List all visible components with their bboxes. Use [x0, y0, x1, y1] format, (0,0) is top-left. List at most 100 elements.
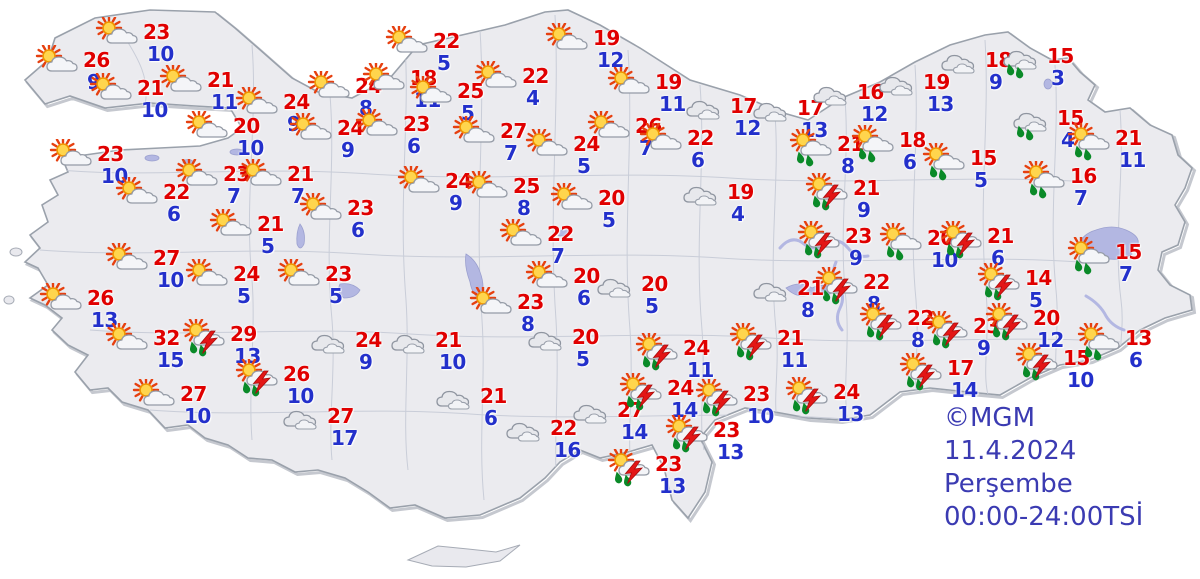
province-borders	[39, 14, 1141, 506]
lake-beysehir	[338, 283, 361, 299]
sun-cloud-icon	[307, 68, 353, 109]
sun-storm-icon	[1015, 340, 1061, 381]
high-temperature: 24	[355, 328, 382, 352]
low-temperature: 8	[801, 298, 815, 322]
low-temperature: 11	[1119, 148, 1146, 172]
high-temperature: 15	[1057, 106, 1084, 130]
sun-storm-icon	[859, 300, 905, 341]
low-temperature: 5	[602, 208, 616, 232]
sun-cloud-icon	[607, 64, 653, 105]
low-temperature: 13	[837, 402, 864, 426]
high-temperature: 21	[257, 212, 284, 236]
low-temperature: 13	[927, 92, 954, 116]
low-temperature: 10	[747, 404, 774, 428]
low-temperature: 7	[504, 141, 518, 165]
high-temperature: 16	[857, 80, 884, 104]
low-temperature: 5	[329, 284, 343, 308]
high-temperature: 24	[337, 116, 364, 140]
high-temperature: 21	[797, 276, 824, 300]
sun-rain-icon	[1022, 158, 1068, 199]
high-temperature: 24	[683, 336, 710, 360]
low-temperature: 13	[91, 308, 118, 332]
low-temperature: 7	[227, 184, 241, 208]
high-temperature: 27	[153, 246, 180, 270]
high-temperature: 15	[1047, 44, 1074, 68]
high-temperature: 23	[97, 142, 124, 166]
low-temperature: 13	[659, 474, 686, 498]
sun-cloud-icon	[639, 120, 685, 161]
high-temperature: 22	[550, 416, 577, 440]
cloud-icon	[749, 93, 795, 131]
low-temperature: 7	[1074, 186, 1088, 210]
high-temperature: 26	[283, 362, 310, 386]
low-temperature: 3	[1051, 66, 1065, 90]
low-temperature: 10	[101, 164, 128, 188]
sun-storm-icon	[815, 264, 861, 305]
sun-cloud-icon	[409, 73, 455, 114]
aegean-island-1	[9, 247, 23, 257]
low-temperature: 9	[449, 191, 463, 215]
sun-cloud-icon	[397, 163, 443, 204]
rain-icon	[1009, 103, 1055, 141]
high-temperature: 24	[667, 376, 694, 400]
high-temperature: 14	[1025, 266, 1052, 290]
sun-storm-icon	[635, 330, 681, 371]
low-temperature: 5	[1029, 288, 1043, 312]
cloud-icon	[502, 413, 548, 451]
sun-cloud-icon	[587, 108, 633, 149]
sun-cloud-icon	[35, 42, 81, 83]
high-temperature: 32	[153, 326, 180, 350]
high-temperature: 22	[433, 29, 460, 53]
sun-cloud-icon	[132, 376, 178, 417]
cloud-icon	[307, 325, 353, 363]
sun-rain-icon	[1077, 320, 1123, 361]
high-temperature: 17	[947, 356, 974, 380]
low-temperature: 12	[597, 48, 624, 72]
low-temperature: 6	[691, 148, 705, 172]
low-temperature: 10	[1067, 368, 1094, 392]
high-temperature: 20	[573, 264, 600, 288]
lake-ne-small	[1043, 78, 1053, 90]
high-temperature: 20	[598, 186, 625, 210]
sun-storm-icon	[182, 316, 228, 357]
sun-rain-icon	[1067, 120, 1113, 161]
high-temperature: 21	[480, 384, 507, 408]
high-temperature: 26	[83, 48, 110, 72]
sun-storm-icon	[985, 300, 1031, 341]
low-temperature: 14	[621, 420, 648, 444]
sun-cloud-icon	[525, 126, 571, 167]
high-temperature: 18	[899, 128, 926, 152]
low-temperature: 6	[167, 202, 181, 226]
sun-storm-icon	[235, 356, 281, 397]
low-temperature: 10	[157, 268, 184, 292]
high-temperature: 23	[325, 262, 352, 286]
high-temperature: 21	[853, 176, 880, 200]
sun-rain-icon	[851, 122, 897, 163]
sun-cloud-icon	[89, 70, 135, 111]
high-temperature: 25	[457, 79, 484, 103]
cloud-icon	[875, 67, 921, 105]
sun-cloud-icon	[550, 180, 596, 221]
sun-cloud-icon	[39, 280, 85, 321]
sun-cloud-icon	[452, 113, 498, 154]
sun-cloud-icon	[545, 20, 591, 61]
high-temperature: 29	[230, 322, 257, 346]
sun-storm-icon	[607, 446, 653, 487]
sun-storm-icon	[939, 218, 985, 259]
sun-cloud-icon	[362, 60, 408, 101]
high-temperature: 21	[137, 76, 164, 100]
low-temperature: 15	[157, 348, 184, 372]
lake-marmara-small-1	[144, 154, 160, 162]
low-temperature: 13	[717, 440, 744, 464]
low-temperature: 12	[861, 102, 888, 126]
low-temperature: 7	[639, 136, 653, 160]
low-temperature: 10	[184, 404, 211, 428]
low-temperature: 9	[849, 246, 863, 270]
cloud-icon	[937, 45, 983, 83]
high-temperature: 24	[233, 262, 260, 286]
sun-cloud-icon	[49, 136, 95, 177]
low-temperature: 8	[521, 312, 535, 336]
high-temperature: 19	[655, 70, 682, 94]
cloud-icon	[387, 325, 433, 363]
